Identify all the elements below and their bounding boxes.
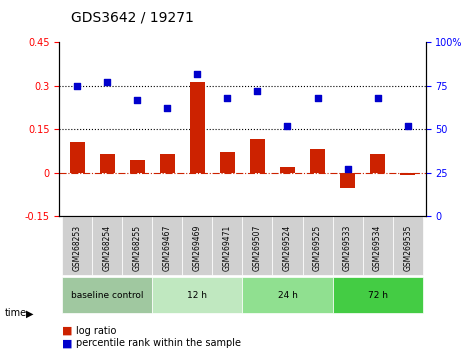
Bar <box>310 149 325 173</box>
FancyBboxPatch shape <box>333 278 423 313</box>
Point <box>104 80 111 85</box>
FancyBboxPatch shape <box>152 278 243 313</box>
Bar <box>130 160 145 173</box>
FancyBboxPatch shape <box>243 216 272 275</box>
Text: ■: ■ <box>61 338 72 348</box>
Text: percentile rank within the sample: percentile rank within the sample <box>76 338 241 348</box>
Point <box>284 123 291 129</box>
Text: GSM268254: GSM268254 <box>103 225 112 271</box>
Point <box>314 95 321 101</box>
Point <box>404 123 412 129</box>
Bar <box>370 154 385 173</box>
Text: GSM269534: GSM269534 <box>373 225 382 271</box>
Text: GSM269469: GSM269469 <box>193 225 202 271</box>
Bar <box>70 142 85 173</box>
Text: GSM268253: GSM268253 <box>73 225 82 271</box>
Bar <box>400 173 415 176</box>
Text: ■: ■ <box>61 326 72 336</box>
Point <box>193 71 201 76</box>
Bar <box>160 154 175 173</box>
FancyBboxPatch shape <box>92 216 122 275</box>
FancyBboxPatch shape <box>333 216 363 275</box>
Point <box>133 97 141 103</box>
FancyBboxPatch shape <box>212 216 243 275</box>
FancyBboxPatch shape <box>182 216 212 275</box>
Text: baseline control: baseline control <box>71 291 143 300</box>
Bar <box>190 81 205 173</box>
Text: GSM269507: GSM269507 <box>253 225 262 271</box>
Bar <box>250 139 265 173</box>
Text: GDS3642 / 19271: GDS3642 / 19271 <box>71 11 194 25</box>
Text: 24 h: 24 h <box>278 291 298 300</box>
Point <box>164 105 171 111</box>
FancyBboxPatch shape <box>152 216 182 275</box>
Bar <box>220 152 235 173</box>
Text: GSM269471: GSM269471 <box>223 225 232 271</box>
Point <box>73 83 81 89</box>
Bar <box>100 154 115 173</box>
FancyBboxPatch shape <box>243 278 333 313</box>
Text: GSM269525: GSM269525 <box>313 225 322 271</box>
Text: GSM269524: GSM269524 <box>283 225 292 271</box>
Text: 12 h: 12 h <box>187 291 207 300</box>
Text: ▶: ▶ <box>26 308 34 318</box>
Bar <box>280 167 295 173</box>
FancyBboxPatch shape <box>303 216 333 275</box>
FancyBboxPatch shape <box>393 216 423 275</box>
FancyBboxPatch shape <box>62 278 152 313</box>
FancyBboxPatch shape <box>62 216 92 275</box>
Bar <box>340 173 355 188</box>
FancyBboxPatch shape <box>122 216 152 275</box>
Point <box>254 88 261 94</box>
FancyBboxPatch shape <box>363 216 393 275</box>
Text: GSM269533: GSM269533 <box>343 225 352 271</box>
Text: 72 h: 72 h <box>368 291 388 300</box>
Text: time: time <box>5 308 27 318</box>
Text: GSM268255: GSM268255 <box>133 225 142 271</box>
FancyBboxPatch shape <box>272 216 303 275</box>
Text: GSM269467: GSM269467 <box>163 225 172 271</box>
Point <box>374 95 381 101</box>
Text: log ratio: log ratio <box>76 326 116 336</box>
Text: GSM269535: GSM269535 <box>403 225 412 271</box>
Point <box>224 95 231 101</box>
Point <box>344 166 351 172</box>
